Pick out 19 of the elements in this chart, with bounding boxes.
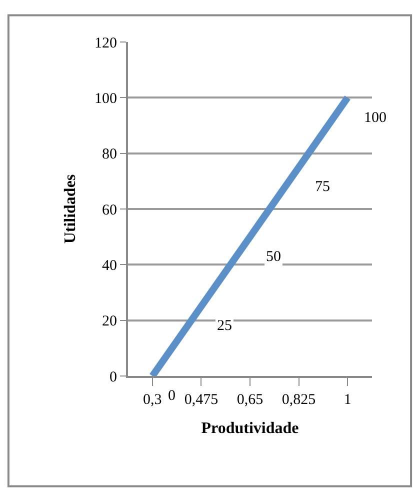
x-tick-label: 0,3 (143, 392, 162, 408)
y-tick-label: 100 (94, 90, 117, 107)
data-label: 0 (168, 388, 176, 404)
y-tick-label: 0 (110, 369, 117, 386)
y-tick-label: 40 (102, 258, 117, 274)
x-tick-label: 0,825 (282, 392, 316, 408)
x-tick-label: 0,475 (184, 392, 218, 408)
y-axis-title: Utilidades (62, 174, 79, 244)
x-tick-label: 0,65 (236, 392, 264, 408)
data-label: 50 (266, 249, 281, 265)
data-label: 75 (315, 179, 330, 195)
y-tick-label: 20 (102, 314, 117, 330)
data-label: 25 (217, 318, 232, 334)
x-axis-title: Produtividade (201, 420, 299, 438)
x-tick-label: 1 (344, 392, 352, 408)
y-tick-label: 120 (94, 35, 117, 52)
y-tick-label: 80 (102, 146, 117, 163)
y-tick-label: 60 (102, 202, 117, 218)
data-label: 100 (364, 110, 386, 126)
